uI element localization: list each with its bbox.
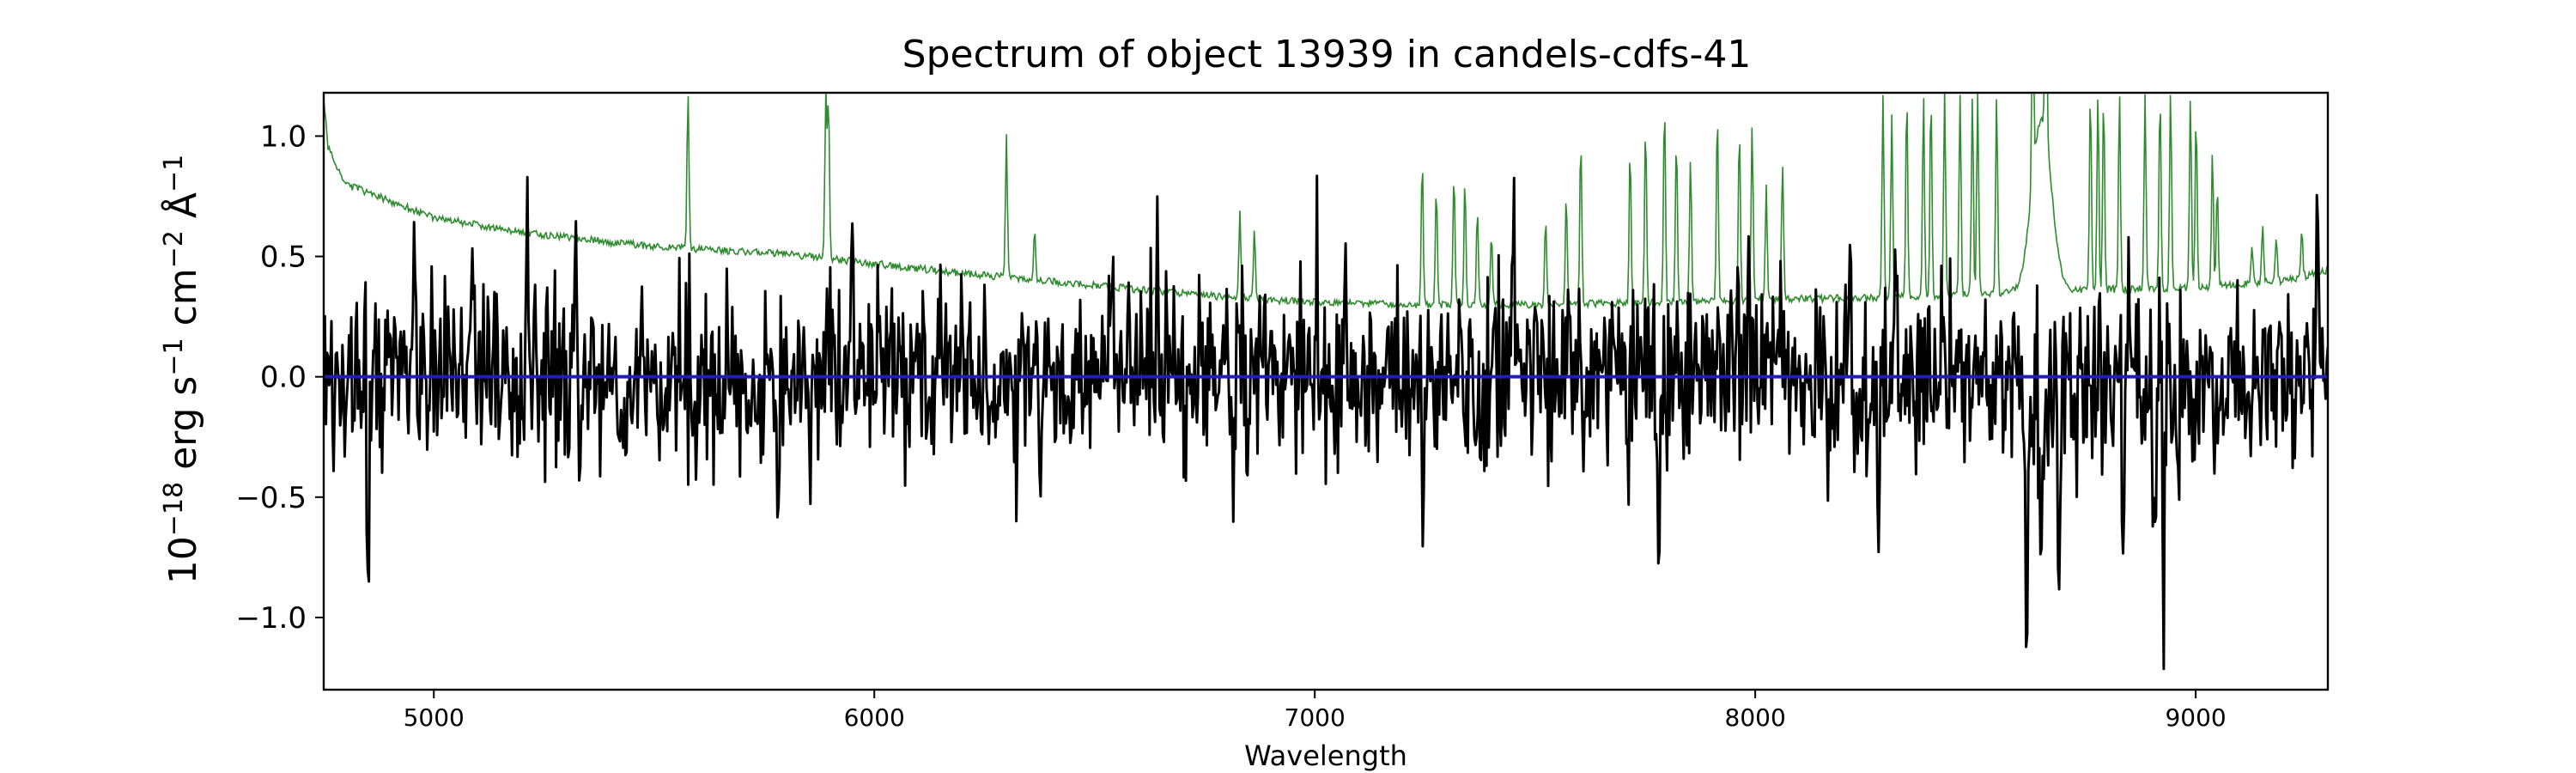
- plot-area: [322, 91, 2330, 691]
- x-tick-label: 5000: [404, 703, 465, 732]
- error-spectrum-line: [324, 93, 2328, 310]
- y-label-part1: erg s: [161, 376, 205, 482]
- y-label-part2: cm: [161, 268, 205, 338]
- y-label-exp3: −2: [159, 230, 189, 268]
- chart-title: Spectrum of object 13939 in candels-cdfs…: [902, 33, 1752, 76]
- x-tick-label: 9000: [2165, 703, 2226, 732]
- x-tick-label: 7000: [1285, 703, 1346, 732]
- y-tick-label: 1.0: [260, 119, 307, 154]
- x-axis: 5000 6000 7000 8000 9000: [404, 690, 2227, 732]
- y-label-exp2: −1: [159, 338, 189, 375]
- y-axis-label: 10−18 erg s−1 cm−2 Å−1: [159, 155, 205, 584]
- flux-spectrum-line: [324, 174, 2328, 671]
- x-tick-label: 6000: [844, 703, 905, 732]
- x-axis-label: Wavelength: [1244, 740, 1407, 772]
- y-label-part3: Å: [160, 192, 205, 230]
- y-label-exp4: −1: [159, 155, 189, 192]
- y-label-base: 10: [161, 536, 205, 584]
- y-tick-label: 0.0: [260, 361, 307, 395]
- y-tick-label: −0.5: [235, 481, 307, 515]
- y-tick-label: 0.5: [260, 240, 307, 275]
- plot-frame: [322, 91, 2330, 691]
- x-tick-label: 8000: [1725, 703, 1786, 732]
- y-axis: −1.0 −0.5 0.0 0.5 1.0: [235, 119, 324, 636]
- y-tick-label: −1.0: [235, 601, 307, 636]
- y-label-exp1: −18: [159, 482, 189, 536]
